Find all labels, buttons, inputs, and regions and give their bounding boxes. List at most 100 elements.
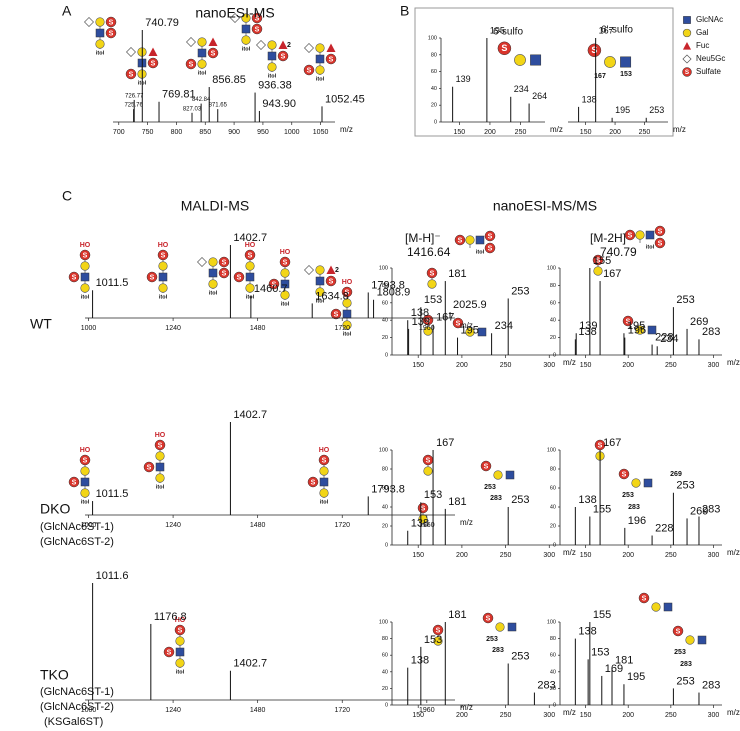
- sulfate-text: S: [272, 281, 277, 288]
- x-tick-label: 1240: [165, 325, 181, 332]
- sulfate-symbol: [233, 271, 245, 283]
- y-tick-label: 0: [434, 119, 437, 125]
- hydroxyl-text: HO: [80, 447, 91, 454]
- fuc-symbol: [326, 265, 336, 274]
- x-tick-label: 1720: [334, 522, 350, 529]
- x-tick-label: 1720: [334, 325, 350, 332]
- glcnac-symbol: [507, 622, 517, 632]
- gal-symbol: [342, 320, 352, 330]
- sulfate-symbol: [341, 286, 353, 298]
- x-axis-label: m/z: [563, 548, 576, 557]
- x-axis-label: m/z: [563, 358, 576, 367]
- gal-symbol: [493, 470, 503, 480]
- panel-label: A: [62, 3, 72, 19]
- fragment-label: 153: [620, 71, 632, 78]
- gal-symbol: [267, 62, 277, 72]
- fragment-label: 283: [628, 504, 640, 511]
- sulfate-symbol: [303, 64, 315, 76]
- sulfate-text: S: [158, 442, 163, 449]
- sulfate-text: S: [484, 463, 489, 470]
- hydroxyl-text: HO: [245, 242, 256, 249]
- reducing-end-text: itol: [343, 331, 352, 337]
- structure-annotation: 6-sulfo: [493, 27, 523, 38]
- x-tick-label: 250: [665, 362, 677, 369]
- x-tick-label: 1720: [334, 707, 350, 714]
- x-tick-label: 200: [456, 362, 468, 369]
- peak-label: 1793.8: [371, 279, 405, 291]
- gal-symbol: [651, 602, 661, 612]
- hydroxyl-text: HO: [155, 432, 166, 439]
- sulfate-text: S: [237, 274, 242, 281]
- fragment-label: 283: [492, 647, 504, 654]
- peak-label: 138: [582, 94, 597, 104]
- gal-symbol: [245, 261, 255, 271]
- gal-symbol: [245, 283, 255, 293]
- peak-label: 842.84: [192, 97, 211, 103]
- panel-label: C: [62, 188, 72, 204]
- fragment-label: 253: [622, 492, 634, 499]
- fuc-symbol: [682, 41, 692, 50]
- gal-symbol: [635, 325, 645, 335]
- x-tick-label: 250: [500, 362, 512, 369]
- x-tick-label: 1240: [165, 522, 181, 529]
- peak-label: 1402.7: [233, 658, 267, 670]
- peak-label: 1634.8: [315, 290, 349, 302]
- sulfate-symbol: [185, 58, 197, 70]
- peak-label: 195: [627, 671, 645, 683]
- sulfate-text: S: [501, 43, 507, 53]
- fragment-label: 283: [680, 661, 692, 668]
- hydroxyl-text: HO: [319, 447, 330, 454]
- gal-symbol: [197, 59, 207, 69]
- sulfate-text: S: [211, 50, 216, 57]
- gal-symbol: [175, 636, 185, 646]
- x-tick-label: 200: [456, 552, 468, 559]
- gal-symbol: [80, 466, 90, 476]
- peak-label: 269: [690, 505, 708, 517]
- fragment-label: 253: [486, 636, 498, 643]
- sulfate-symbol: [480, 460, 492, 472]
- peak-label: 2025.9: [453, 299, 487, 311]
- sulfate-symbol: [251, 12, 263, 24]
- glcnac-symbol: [175, 647, 185, 657]
- hydroxyl-text: HO: [175, 617, 186, 624]
- x-tick-label: 300: [543, 552, 555, 559]
- peak-label: 196: [628, 515, 646, 527]
- peak-label: 253: [511, 494, 529, 506]
- gal-symbol: [685, 635, 695, 645]
- reducing-end-text: itol: [268, 73, 277, 79]
- precursor-ion: [M-2H]²⁻: [590, 231, 636, 245]
- legend-label: GlcNAc: [696, 15, 723, 24]
- sulfate-text: S: [322, 457, 327, 464]
- y-tick-label: 100: [379, 265, 388, 271]
- x-tick-label: 300: [708, 552, 720, 559]
- sulfate-symbol: [622, 315, 634, 327]
- sulfate-text: S: [658, 228, 663, 235]
- fuc-symbol: [148, 47, 158, 56]
- peak-label: 726.77: [125, 93, 144, 99]
- gal-symbol: [80, 283, 90, 293]
- glcnac-symbol: [477, 327, 487, 337]
- peak-label: 228: [655, 331, 673, 343]
- row-note: (GlcNAc6ST-1): [40, 521, 114, 533]
- glcnac-symbol: [620, 56, 632, 68]
- x-tick-label: 250: [665, 552, 677, 559]
- peak-label: 138: [578, 626, 596, 638]
- gal-symbol: [593, 266, 603, 276]
- x-tick-label: 300: [708, 362, 720, 369]
- peak-label: 827.03: [183, 106, 202, 112]
- hydroxyl-text: HO: [80, 242, 91, 249]
- sulfate-symbol: [68, 476, 80, 488]
- fragment-label: 269: [670, 471, 682, 478]
- sulfate-text: S: [255, 15, 260, 22]
- row-label: WT: [30, 316, 52, 332]
- sulfate-symbol: [218, 267, 230, 279]
- gal-symbol: [319, 466, 329, 476]
- sulfate-symbol: [484, 230, 496, 242]
- y-tick-label: 0: [553, 702, 556, 708]
- sulfate-text: S: [598, 442, 603, 449]
- sulfate-symbol: [654, 237, 666, 249]
- x-tick-label: 300: [708, 712, 720, 719]
- x-tick-label: 200: [622, 712, 634, 719]
- sulfate-text: S: [329, 278, 334, 285]
- peak-label: 253: [511, 285, 529, 297]
